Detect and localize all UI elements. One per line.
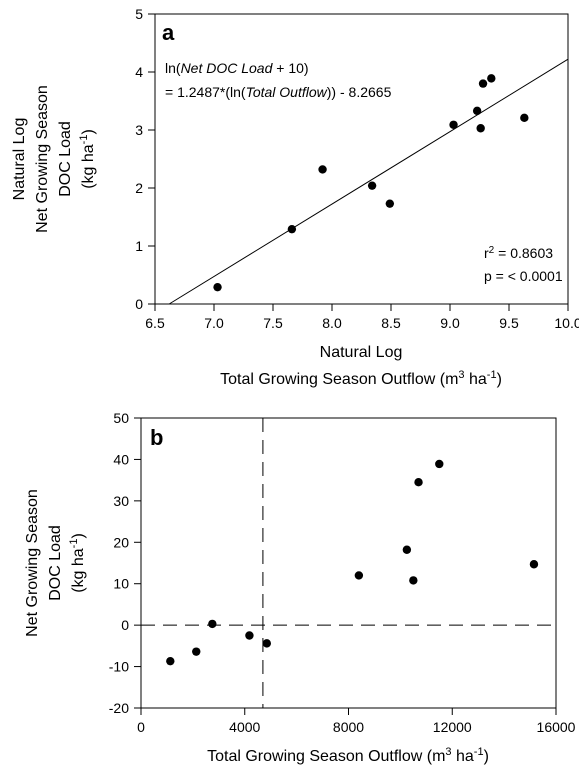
panel-a-y-title-line4: (kg ha-1) <box>78 129 97 189</box>
panel-a-data-point <box>367 181 377 190</box>
panel-b-points <box>166 459 539 666</box>
panel-b-data-point <box>166 656 175 666</box>
panel-b-data-point <box>529 560 539 569</box>
panel-b-y-title: Net Growing Season DOC Load (kg ha-1) <box>24 489 87 637</box>
panel-a-y-ticks: 0 1 2 3 4 5 <box>135 6 155 312</box>
panel-b-data-point <box>208 619 217 629</box>
panel-a-y-tick-label: 1 <box>135 238 143 254</box>
panel-a-data-point <box>287 224 297 234</box>
panel-a-p-label: p = < 0.0001 <box>484 268 563 284</box>
panel-b-y-tick-label: 50 <box>113 410 129 426</box>
panel-a-x-tick-label: 8.5 <box>381 315 401 331</box>
panel-a-y-title-line1: Natural Log <box>11 118 28 201</box>
panel-b-data-point <box>409 576 418 585</box>
panel-a-x-title-line1: Natural Log <box>320 344 403 361</box>
panel-a-x-tick-label: 10.0 <box>554 315 579 331</box>
panel-b-y-tick-label: 0 <box>121 617 129 633</box>
panel-a-equation-line2: = 1.2487*(ln(Total Outflow)) - 8.2665 <box>165 84 392 100</box>
panel-b-x-tick-label: 0 <box>137 719 145 735</box>
panel-b-y-title-line1: Net Growing Season <box>24 489 41 637</box>
panel-a-data-point <box>449 120 458 129</box>
panel-b-x-tick-label: 4000 <box>229 719 260 735</box>
panel-a-y-tick-label: 0 <box>135 296 143 312</box>
panel-a-y-title-line3: DOC Load <box>57 121 74 197</box>
panel-b-data-point <box>262 639 271 648</box>
panel-b-y-tick-label: 10 <box>113 576 129 592</box>
panel-a-x-tick-label: 9.5 <box>499 315 519 331</box>
panel-a-x-tick-label: 7.0 <box>204 315 224 331</box>
panel-a-equation-line1: ln(Net DOC Load + 10) <box>165 60 309 76</box>
panel-a-y-tick-label: 2 <box>135 180 143 196</box>
panel-a-y-tick-label: 5 <box>135 6 143 22</box>
panel-a-y-tick-label: 3 <box>135 122 143 138</box>
panel-b-data-point <box>245 631 254 640</box>
panel-a-data-point <box>487 74 496 83</box>
panel-a-r2-label: r2 = 0.8603 <box>484 245 553 262</box>
panel-a-letter: a <box>162 20 175 45</box>
panel-b-x-tick-label: 12000 <box>433 719 472 735</box>
panel-a-y-tick-label: 4 <box>135 64 143 80</box>
panel-a-x-tick-label: 9.0 <box>440 315 460 331</box>
panel-b-data-point <box>402 545 412 554</box>
panel-b-data-point <box>354 571 364 580</box>
panel-b-data-point <box>192 647 201 656</box>
panel-b-y-title-line2: DOC Load <box>47 525 64 601</box>
panel-a: 6.5 7.0 7.5 8.0 8.5 9.0 9.5 10.0 0 1 2 3 4 5 a ln(Ne… <box>11 6 579 388</box>
panel-b-y-title-line3: (kg ha-1) <box>68 533 87 593</box>
panel-b-x-tick-label: 8000 <box>333 719 364 735</box>
panel-a-x-ticks: 6.5 7.0 7.5 8.0 8.5 9.0 9.5 10.0 <box>145 304 579 331</box>
panel-b-frame <box>140 417 557 709</box>
panel-b-y-tick-label: -10 <box>109 659 129 675</box>
panel-a-x-tick-label: 7.5 <box>263 315 283 331</box>
panel-b-y-tick-label: -20 <box>109 700 129 716</box>
panel-a-data-point <box>318 165 327 174</box>
panel-b-y-tick-label: 40 <box>113 451 129 467</box>
panel-a-data-point <box>520 113 529 123</box>
panel-a-data-point <box>478 79 488 88</box>
panel-a-x-title-line2: Total Growing Season Outflow (m3 ha-1) <box>220 369 502 388</box>
panel-b-y-tick-label: 30 <box>113 493 129 509</box>
panel-a-data-point <box>476 124 485 133</box>
panel-a-y-title: Natural Log Net Growing Season DOC Load … <box>11 85 97 233</box>
panel-b-data-point <box>435 459 444 469</box>
panel-a-x-tick-label: 8.0 <box>322 315 342 331</box>
panel-a-data-point <box>385 199 395 208</box>
panel-a-data-point <box>472 106 482 116</box>
panel-a-y-title-line2: Net Growing Season <box>34 85 51 233</box>
panel-b-x-ticks: 0 4000 8000 12000 16000 <box>137 708 576 735</box>
panel-a-x-tick-label: 6.5 <box>145 315 165 331</box>
panel-b-x-title: Total Growing Season Outflow (m3 ha-1) <box>207 746 489 765</box>
panel-b-y-ticks: -20 -10 0 10 20 30 40 50 <box>109 410 141 716</box>
panel-a-points <box>213 74 529 292</box>
panel-a-data-point <box>213 282 222 292</box>
panel-b-x-tick-label: 16000 <box>537 719 576 735</box>
panel-b-data-point <box>414 478 423 487</box>
panel-a-frame <box>154 13 569 305</box>
panel-a-regression-line <box>168 58 569 305</box>
panel-b-y-tick-label: 20 <box>113 534 129 550</box>
panel-b-letter: b <box>150 425 163 450</box>
